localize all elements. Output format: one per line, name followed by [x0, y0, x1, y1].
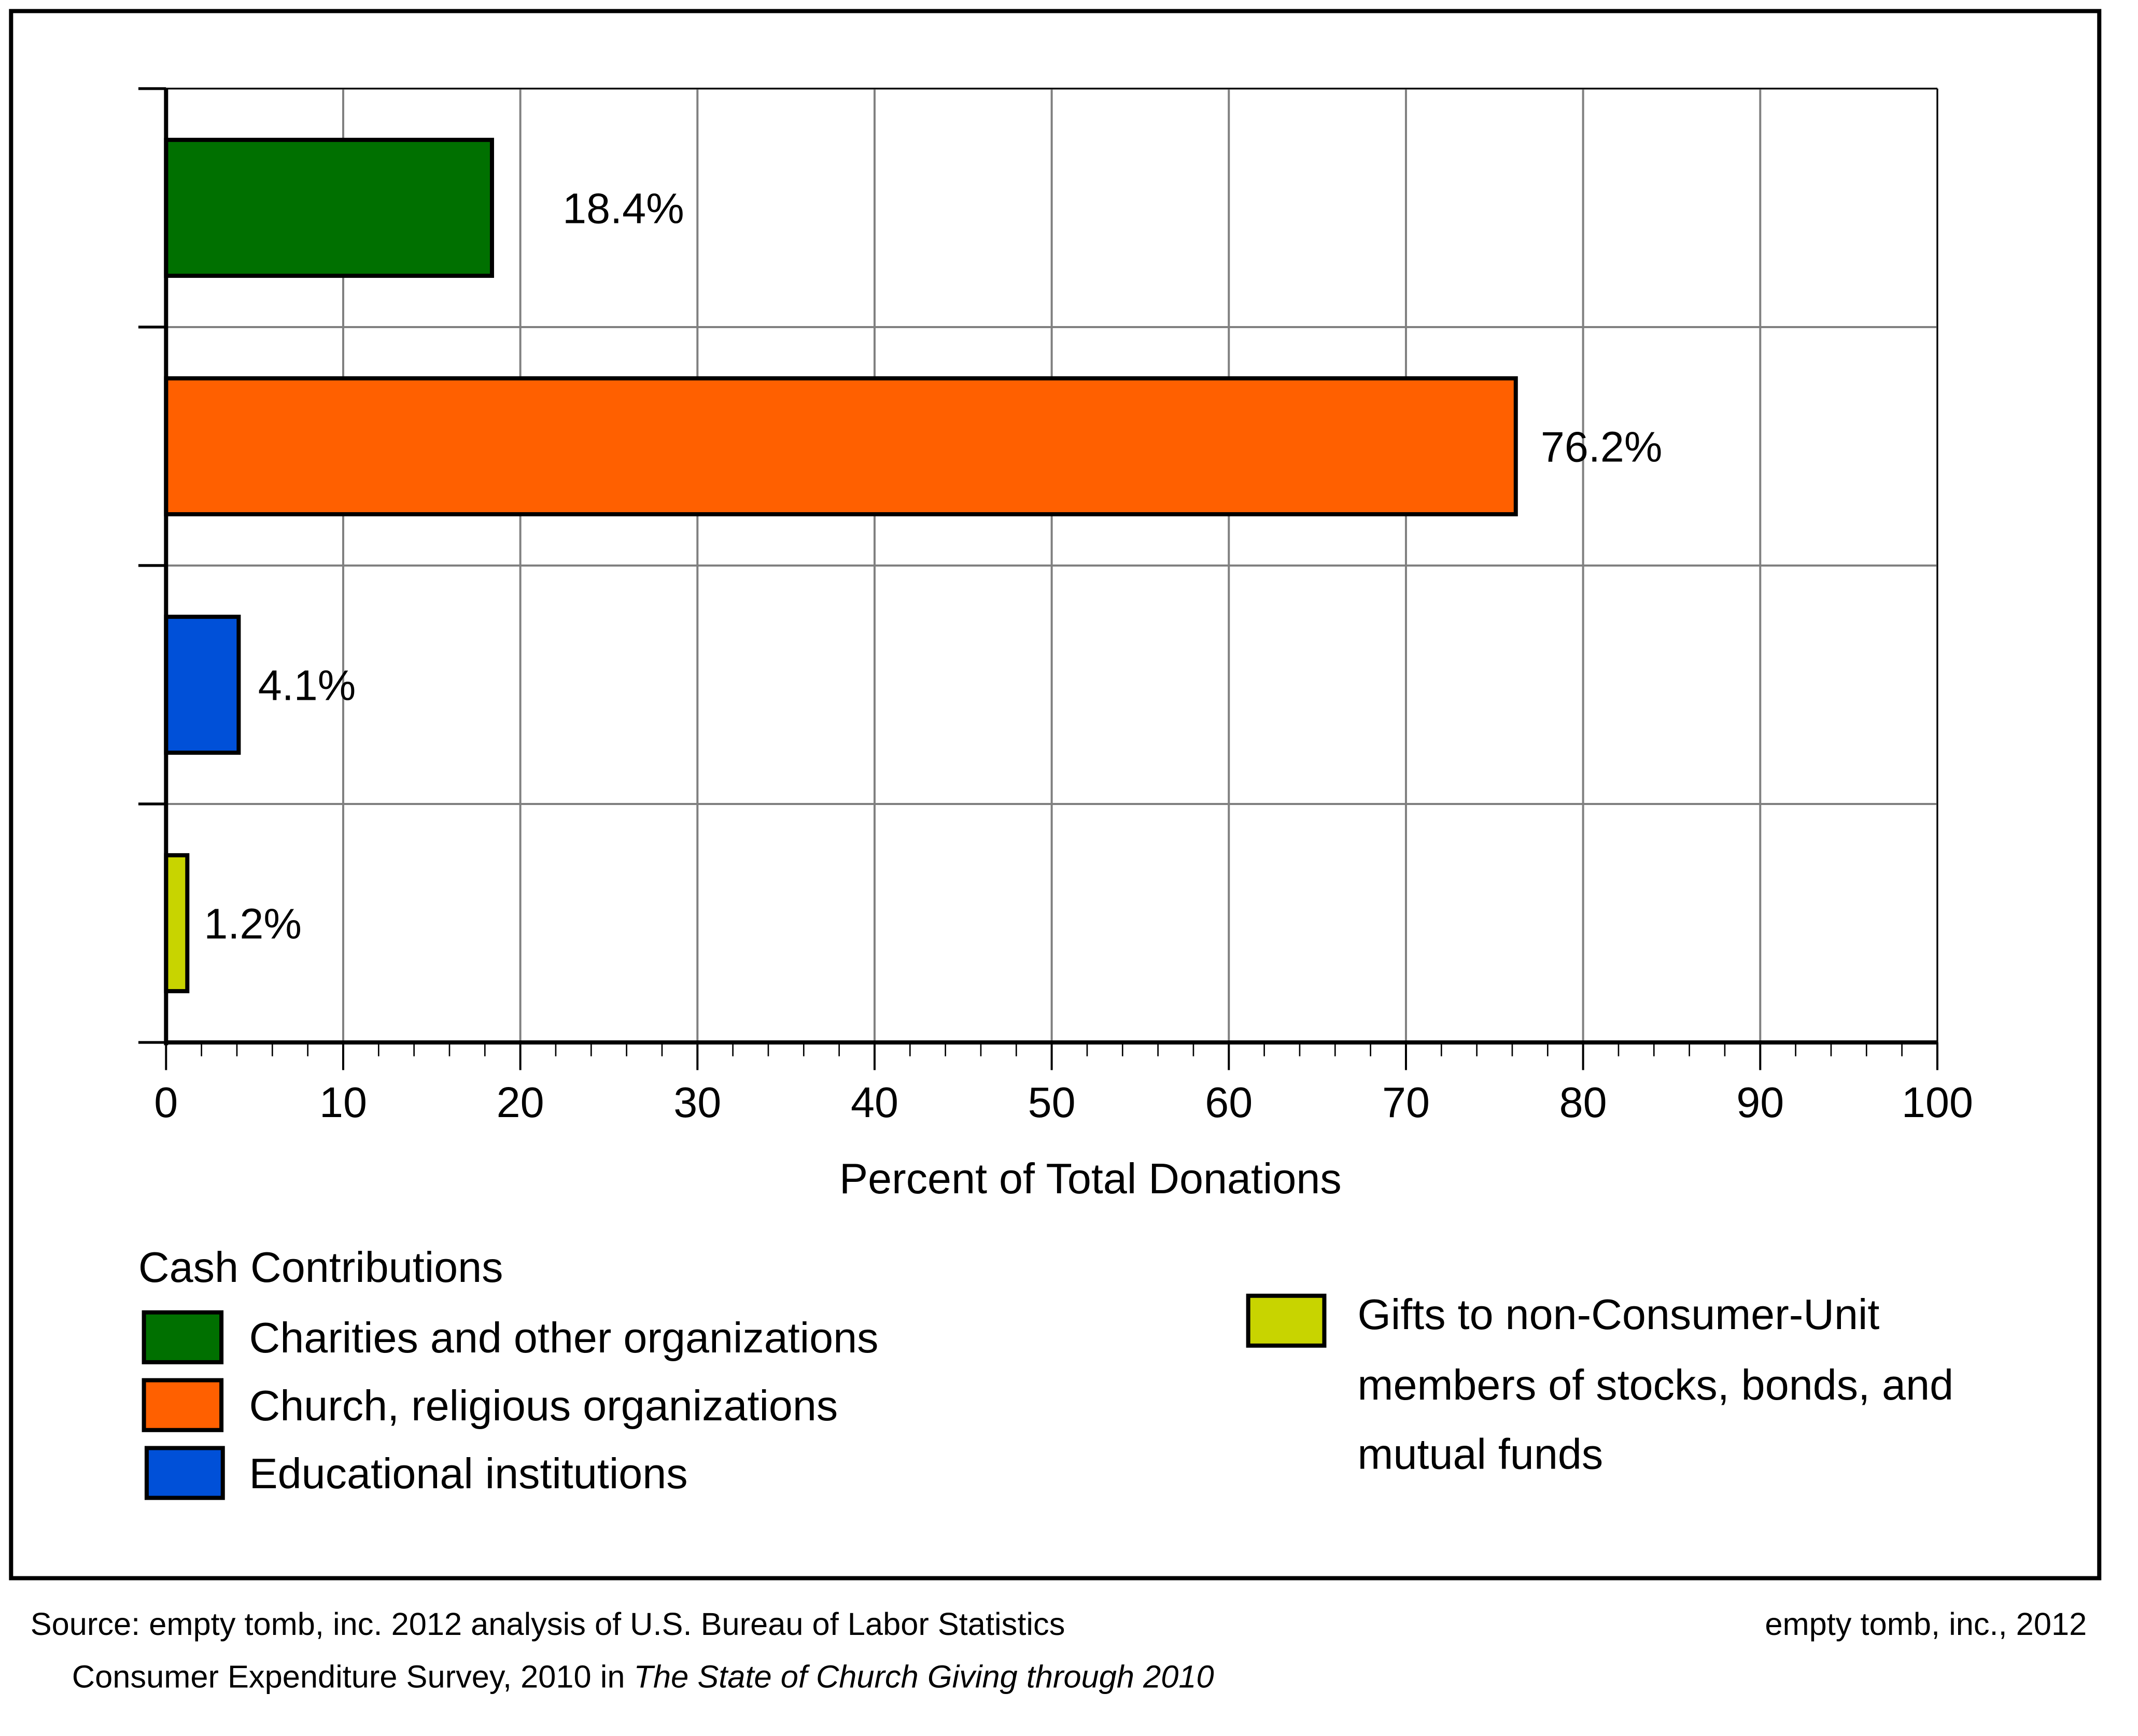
legend-label-gifts-line1: Gifts to non-Consumer-Unit — [1358, 1290, 1880, 1338]
legend-swatch-educational — [144, 1446, 225, 1500]
legend-label-gifts-line2: members of stocks, bonds, and — [1358, 1361, 1954, 1409]
x-tick-label: 90 — [1736, 1078, 1784, 1126]
legend-item-gifts: Gifts to non-Consumer-Unit members of st… — [1246, 1290, 1954, 1478]
legend-label-educational: Educational institutions — [249, 1449, 687, 1498]
x-tick-label: 40 — [851, 1078, 898, 1126]
legend-swatch-church — [142, 1378, 224, 1432]
data-label-3: 1.2% — [204, 899, 302, 948]
x-tick-label: 10 — [319, 1078, 367, 1126]
data-label-1: 76.2% — [1541, 422, 1663, 471]
legend-item-educational: Educational institutions — [144, 1446, 688, 1500]
x-tick-label: 80 — [1559, 1078, 1607, 1126]
source-line-1: Source: empty tomb, inc. 2012 analysis o… — [31, 1606, 1065, 1642]
data-label-0: 18.4% — [562, 184, 684, 232]
bars: 18.4% 76.2% 4.1% 1.2% — [164, 137, 1663, 994]
bar-1 — [164, 376, 1518, 517]
data-label-2: 4.1% — [258, 661, 356, 709]
legend-label-gifts-line3: mutual funds — [1358, 1430, 1604, 1478]
footer: Source: empty tomb, inc. 2012 analysis o… — [31, 1606, 2087, 1695]
legend-item-charities: Charities and other organizations — [142, 1310, 879, 1364]
legend-item-church: Church, religious organizations — [142, 1378, 838, 1432]
x-tick-label: 70 — [1382, 1078, 1430, 1126]
x-axis-title: Percent of Total Donations — [839, 1154, 1342, 1203]
legend-swatch-charities — [142, 1310, 224, 1364]
x-tick-label: 20 — [497, 1078, 544, 1126]
x-tick-label: 30 — [673, 1078, 721, 1126]
x-tick-label: 50 — [1028, 1078, 1076, 1126]
legend: Cash Contributions Charities and other o… — [138, 1243, 1954, 1500]
x-tick-label: 100 — [1902, 1078, 1973, 1126]
bar-3 — [164, 853, 190, 994]
source-line-2-publication: The State of Church Giving through 2010 — [634, 1659, 1214, 1695]
bar-0 — [164, 137, 494, 278]
x-tick-label: 0 — [154, 1078, 178, 1126]
legend-title: Cash Contributions — [138, 1243, 503, 1291]
source-line-2: Consumer Expenditure Survey, 2010 in The… — [72, 1659, 1214, 1695]
source-line-2-prefix: Consumer Expenditure Survey, 2010 in — [72, 1659, 634, 1695]
legend-swatch-gifts — [1246, 1293, 1327, 1348]
bar-2 — [164, 614, 241, 755]
legend-label-church: Church, religious organizations — [249, 1381, 838, 1430]
axes — [138, 87, 1938, 1046]
x-axis-ticks: 0 10 20 30 40 50 60 70 80 90 100 — [154, 1042, 1973, 1126]
x-tick-label: 60 — [1205, 1078, 1253, 1126]
credit-text: empty tomb, inc., 2012 — [1765, 1606, 2087, 1642]
legend-label-charities: Charities and other organizations — [249, 1314, 878, 1362]
